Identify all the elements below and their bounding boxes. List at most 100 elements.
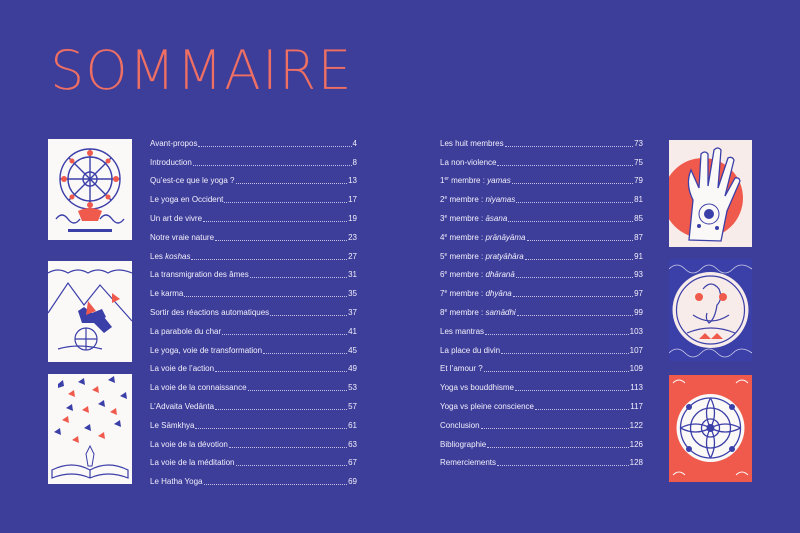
toc-entry-label: Bibliographie [440,439,487,449]
toc-entry-label: 2e membre : niyamas [440,195,516,205]
toc-entry-label: Le yoga en Occident [150,195,224,205]
toc-entry[interactable]: Les koshas 27 [150,247,357,266]
toc-page-number: 27 [348,251,357,261]
toc-entry[interactable]: La voie de la dévotion 63 [150,435,357,454]
toc-leader-dots [235,464,348,467]
toc-leader-dots [198,145,352,147]
toc-entry-label: Le Sāmkhya [150,420,195,430]
toc-entry-label: Sortir des réactions automatiques [150,308,270,318]
toc-leader-dots [192,164,352,166]
toc-leader-dots [222,333,348,335]
toc-entry[interactable]: La voie de l’action 49 [150,360,357,379]
toc-entry[interactable]: Le yoga en Occident 17 [150,190,357,209]
toc-page-number: 91 [634,251,643,261]
toc-entry[interactable]: La non-violence 75 [440,153,643,172]
toc-page-number: 109 [629,364,643,374]
toc-entry-label: La place du divin [440,345,501,355]
toc-entry[interactable]: Le karma 35 [150,284,357,303]
toc-entry-label: Les koshas [150,251,191,261]
toc-entry[interactable]: 7e membre : dhyāna 97 [440,284,643,303]
toc-leader-dots [203,483,348,486]
toc-entry[interactable]: 5e membre : pratyāhāra 91 [440,247,643,266]
toc-page-number: 73 [634,138,643,148]
toc-page-number: 97 [634,289,643,299]
toc-leader-dots [480,427,629,429]
toc-entry[interactable]: 1er membre : yamas 79 [440,172,643,191]
hand-mudra-illustration [669,140,752,247]
toc-leader-dots [191,258,348,260]
toc-entry[interactable]: Yoga vs pleine conscience 117 [440,397,643,416]
toc-entry[interactable]: Conclusion 122 [440,416,643,435]
toc-leader-dots [203,220,348,222]
toc-entry[interactable]: Remerciements 128 [440,454,643,473]
toc-leader-dots [215,408,348,410]
toc-page-number: 37 [348,308,357,318]
toc-entry[interactable]: Et l’amour ? 109 [440,360,643,379]
toc-entry[interactable]: La voie de la connaissance 53 [150,378,357,397]
toc-entry[interactable]: L’Advaita Vedānta 57 [150,397,357,416]
toc-leader-dots [184,295,348,298]
toc-entry-label: La voie de la dévotion [150,439,228,449]
toc-page-number: 113 [630,383,643,393]
toc-leader-dots [195,427,348,429]
toc-entry[interactable]: La voie de la méditation 67 [150,454,357,473]
toc-entry[interactable]: Sortir des réactions automatiques 37 [150,303,357,322]
toc-entry[interactable]: Bibliographie 126 [440,435,643,454]
toc-leader-dots [504,145,634,147]
page-title: SOMMAIRE [50,39,353,102]
toc-page-number: 57 [348,402,357,412]
toc-leader-dots [515,276,634,279]
toc-leader-dots [514,389,630,392]
toc-entry-label: Avant-propos [150,138,198,148]
toc-page-number: 122 [629,420,643,430]
toc-page-number: 107 [629,345,643,355]
toc-page-number: 67 [348,458,357,468]
toc-entry-label: Le karma [150,289,184,299]
toc-entry[interactable]: Introduction 8 [150,153,357,172]
toc-entry[interactable]: Le Sāmkhya 61 [150,416,357,435]
toc-entry-label: 7e membre : dhyāna [440,289,512,299]
toc-entry[interactable]: La transmigration des âmes 31 [150,266,357,285]
toc-entry-label: La non-violence [440,157,497,167]
mandala-illustration [669,375,752,482]
toc-entry-label: Introduction [150,157,192,167]
toc-page-number: 13 [348,176,357,186]
toc-page-number: 79 [634,176,643,186]
toc-entry-label: 6e membre : dhāranā [440,270,515,280]
toc-entry[interactable]: 3e membre : āsana 85 [440,209,643,228]
toc-entry[interactable]: Les huit membres 73 [440,134,643,153]
toc-entry[interactable]: La parabole du char 41 [150,322,357,341]
toc-entry-label: Conclusion [440,420,480,430]
toc-entry[interactable]: Le Hatha Yoga 69 [150,472,357,491]
toc-entry-label: 4e membre : prānāyāma [440,232,526,242]
toc-entry[interactable]: 8e membre : samādhi 99 [440,303,643,322]
toc-entry-label: Les huit membres [440,138,504,148]
chariot-illustration [48,261,132,362]
toc-entry[interactable]: Avant-propos 4 [150,134,357,153]
toc-leader-dots [511,182,634,185]
toc-entry[interactable]: Le yoga, voie de transformation 45 [150,341,357,360]
toc-entry-label: La transmigration des âmes [150,270,249,280]
toc-entry[interactable]: 6e membre : dhāranā 93 [440,266,643,285]
toc-entry[interactable]: Les mantras 103 [440,322,643,341]
toc-leader-dots [524,258,634,260]
toc-leader-dots [508,220,634,222]
toc-entry[interactable]: Yoga vs bouddhisme 113 [440,378,643,397]
toc-entry-label: 3e membre : āsana [440,214,508,224]
toc-entry-label: Un art de vivre [150,214,203,224]
toc-entry[interactable]: Un art de vivre 19 [150,209,357,228]
toc-page-number: 128 [629,458,643,468]
toc-entry[interactable]: La place du divin 107 [440,341,643,360]
toc-entry[interactable]: 2e membre : niyamas 81 [440,190,643,209]
toc-entry-label: La voie de la méditation [150,458,235,468]
toc-leader-dots [526,239,634,241]
toc-entry[interactable]: Notre vraie nature 23 [150,228,357,247]
toc-leader-dots [270,314,348,316]
toc-entry-label: Le Hatha Yoga [150,477,203,487]
toc-entry[interactable]: 4e membre : prānāyāma 87 [440,228,643,247]
toc-page-number: 31 [348,270,357,280]
toc-entry-label: Yoga vs bouddhisme [440,383,514,393]
toc-entry[interactable]: Qu’est-ce que le yoga ? 13 [150,172,357,191]
toc-entry-label: Et l’amour ? [440,364,483,374]
dharma-wheel-illustration [48,139,132,240]
